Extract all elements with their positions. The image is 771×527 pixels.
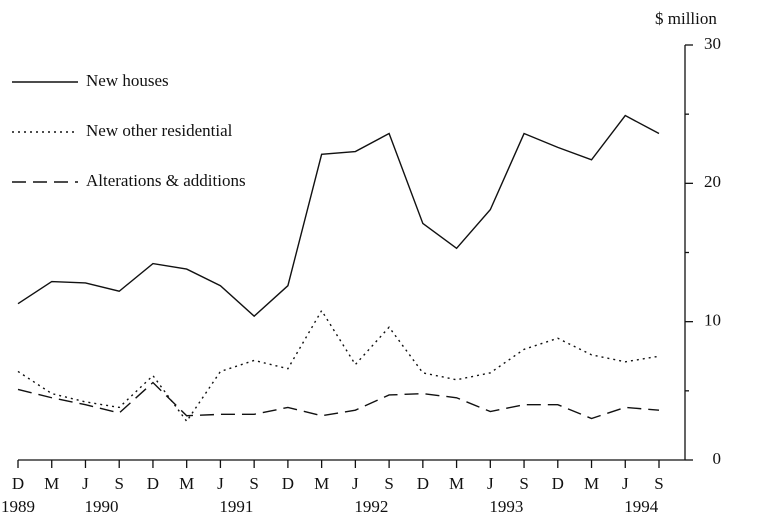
x-tick-label: J — [487, 474, 494, 493]
y-tick-label: 20 — [704, 172, 721, 191]
x-tick-label: J — [82, 474, 89, 493]
x-tick-label: D — [12, 474, 24, 493]
x-tick-label: D — [552, 474, 564, 493]
x-year-label: 1989 — [1, 497, 35, 516]
x-year-label: 1990 — [84, 497, 118, 516]
x-tick-label: M — [44, 474, 59, 493]
x-tick-label: S — [519, 474, 528, 493]
x-tick-label: J — [217, 474, 224, 493]
x-tick-label: D — [147, 474, 159, 493]
legend-label: New houses — [86, 71, 169, 90]
x-tick-label: S — [114, 474, 123, 493]
x-tick-label: S — [654, 474, 663, 493]
y-tick-label: 0 — [713, 449, 722, 468]
legend-label: New other residential — [86, 121, 233, 140]
x-tick-label: S — [384, 474, 393, 493]
x-year-label: 1992 — [354, 497, 388, 516]
x-tick-label: J — [352, 474, 359, 493]
y-tick-label: 10 — [704, 311, 721, 330]
x-tick-label: M — [584, 474, 599, 493]
series-line — [17, 309, 660, 423]
x-year-label: 1991 — [219, 497, 253, 516]
x-year-label: 1993 — [489, 497, 523, 516]
series-line — [17, 381, 660, 420]
x-tick-label: M — [449, 474, 464, 493]
x-tick-label: S — [249, 474, 258, 493]
y-axis-label: $ million — [655, 9, 717, 28]
x-tick-label: D — [417, 474, 429, 493]
series-line — [17, 114, 660, 318]
x-tick-label: J — [622, 474, 629, 493]
x-tick-label: D — [282, 474, 294, 493]
legend-label: Alterations & additions — [86, 171, 246, 190]
x-year-label: 1994 — [624, 497, 659, 516]
x-tick-label: M — [179, 474, 194, 493]
x-tick-label: M — [314, 474, 329, 493]
y-tick-label: 30 — [704, 34, 721, 53]
